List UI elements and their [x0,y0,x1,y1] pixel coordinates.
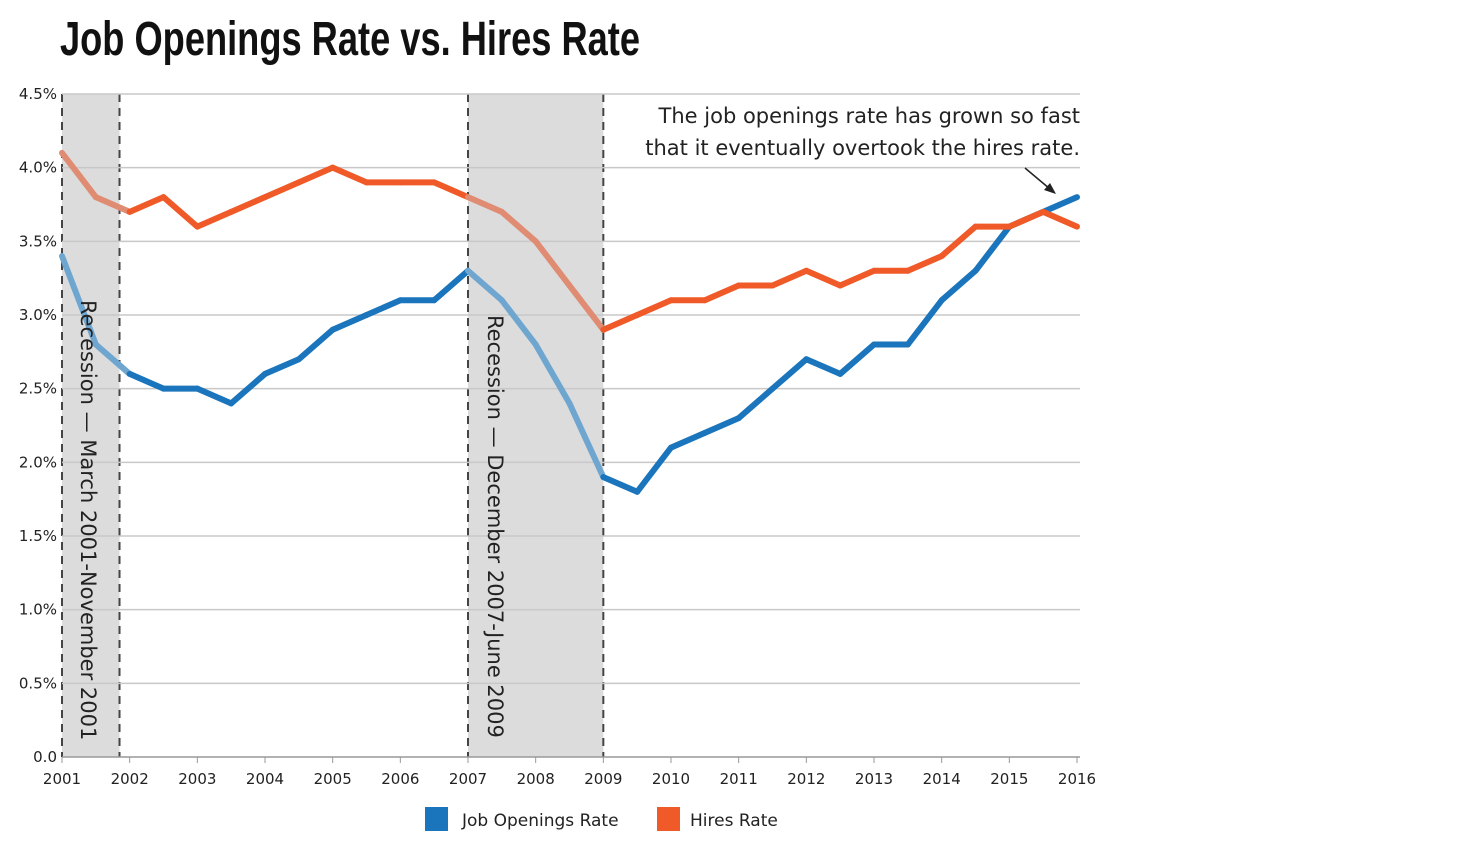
x-tick-label: 2014 [923,770,961,788]
x-tick-label: 2009 [584,770,622,788]
line-segment [465,194,505,215]
line-segment [904,253,945,274]
line-segment [701,282,742,304]
line-segment [160,194,201,230]
line-segment [431,267,471,304]
legend-label-job-openings: Job Openings Rate [461,811,619,831]
line-segment [329,312,370,333]
x-tick-label: 2003 [178,770,216,788]
line-segment [465,267,505,304]
y-tick-label: 0.0 [33,748,57,766]
line-segment [566,400,607,481]
line-segment [1006,208,1047,230]
x-tick-label: 2011 [720,770,758,788]
x-tick-label: 2012 [787,770,825,788]
legend-swatch-job-openings [425,807,448,831]
x-tick-label: 2006 [381,770,419,788]
line-segment [600,474,641,495]
line-segment [59,149,99,201]
series-job-openings [59,194,1080,495]
line-segment [735,385,776,422]
line-segment [1040,194,1080,215]
line-segment [363,297,404,318]
line-segment [262,356,302,377]
annotation-line-2: that it eventually overtook the hires ra… [645,136,1080,160]
line-segment [194,385,235,407]
legend-label-hires: Hires Rate [690,811,778,831]
line-segment [498,208,539,245]
line-segment [837,267,877,289]
line-segment [126,194,167,215]
line-segment [769,267,810,289]
x-tick-label: 2013 [855,770,893,788]
y-tick-label: 2.0% [19,453,57,471]
line-segment [194,208,235,230]
x-tick-label: 2008 [517,770,555,788]
line-segment [904,297,945,348]
line-segment [262,179,302,201]
line-segment [126,370,167,392]
line-segment [938,223,979,260]
line-segment [837,341,877,377]
line-segment [295,164,336,186]
line-segment [566,282,607,333]
line-segment [803,356,844,377]
line-segment [634,444,674,495]
x-tick-label: 2016 [1058,770,1096,788]
legend-swatch-hires [657,807,680,831]
y-tick-label: 4.5% [19,85,57,103]
x-tick-label: 2002 [111,770,149,788]
y-tick-label: 1.0% [19,601,57,619]
y-tick-label: 3.0% [19,306,57,324]
x-tick-label: 2015 [990,770,1028,788]
annotation-line-1: The job openings rate has grown so fast [658,104,1080,128]
line-segment [769,356,810,392]
series-hires [59,149,1080,333]
y-tick-label: 1.5% [19,527,57,545]
line-segment [59,253,99,348]
line-segment [634,297,674,318]
line-segment [532,238,573,289]
line-segment [295,326,336,363]
y-tick-label: 0.5% [19,674,57,692]
line-segment [668,429,708,451]
x-tick-label: 2010 [652,770,690,788]
line-segment [329,164,370,186]
line-segment [701,415,742,436]
line-segment [972,223,1013,274]
y-tick-label: 2.5% [19,380,57,398]
legend: Job Openings Rate Hires Rate [425,807,778,831]
y-tick-label: 4.0% [19,159,57,177]
line-segment [1040,208,1080,230]
x-tick-label: 2007 [449,770,487,788]
line-segment [532,341,573,407]
annotation-arrow [1024,167,1056,194]
line-segment [600,312,641,333]
x-tick-label: 2005 [314,770,352,788]
line-segment [228,194,268,215]
line-segment [431,179,471,201]
y-tick-label: 3.5% [19,232,57,250]
line-segment [228,370,268,407]
line-segment [92,194,133,215]
x-tick-label: 2004 [246,770,284,788]
recession-label-1: Recession — March 2001-November 2001 [76,300,100,740]
line-segment [92,341,133,377]
recession-label-2: Recession — December 2007-June 2009 [483,315,507,738]
x-tick-label: 2001 [43,770,81,788]
chart-title: Job Openings Rate vs. Hires Rate [60,13,640,66]
line-segment [803,267,844,289]
line-segment [498,297,539,348]
line-segment [938,267,979,304]
